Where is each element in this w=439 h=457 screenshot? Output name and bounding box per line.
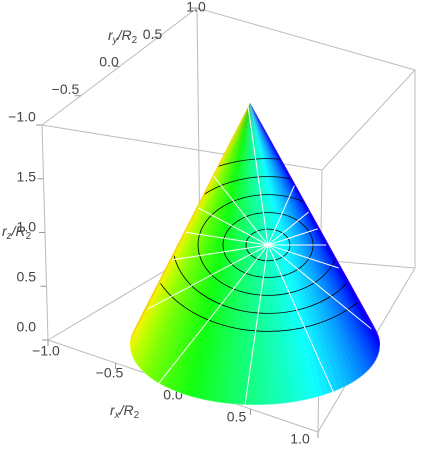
cone-facet: [250, 103, 370, 373]
label-part: x: [114, 410, 121, 421]
cone-facet: [180, 103, 250, 396]
y-tick-label: −1.0: [8, 109, 36, 125]
cone-facet: [250, 103, 367, 376]
cone-facet: [250, 103, 380, 356]
cone-facet: [132, 103, 250, 361]
cone-facet: [250, 103, 275, 405]
cone-facet: [250, 103, 379, 359]
cone-facet: [250, 103, 344, 391]
label-part: 2: [26, 231, 32, 242]
label-part: /R: [119, 402, 134, 418]
cone-facet: [130, 103, 250, 352]
label-part: r: [110, 402, 116, 418]
label-part: r: [2, 223, 8, 239]
axis-over: −1.0−0.50.00.51.00.00.51.01.5rx/R2ry/R2r…: [2, 0, 206, 421]
cone-rim: [129, 344, 381, 406]
mesh-meridian: [267, 244, 380, 387]
label-part: r: [108, 27, 114, 43]
cone-facet: [250, 103, 364, 379]
label-part: 2: [132, 35, 138, 46]
cone-facet: [143, 103, 250, 375]
cone-facet: [202, 103, 250, 402]
cone-facet: [250, 103, 339, 393]
label-part: z: [6, 231, 12, 242]
cone-facet: [250, 103, 353, 386]
cone-facet: [250, 103, 374, 368]
label-part: y: [112, 35, 119, 46]
mesh-meridian: [240, 244, 269, 405]
x-axis-label: rx/R2: [110, 402, 140, 421]
z-tick-label: 0.5: [17, 269, 37, 285]
cone-facet: [137, 103, 250, 370]
cone-facet: [250, 103, 306, 402]
cone-facet: [250, 103, 357, 384]
z-tick-label: 1.0: [17, 219, 37, 235]
cone-facet: [250, 103, 378, 362]
cone-facet: [131, 103, 250, 358]
cone-facet: [215, 103, 250, 403]
x-tick-label: 0.5: [227, 409, 247, 425]
cone-facet: [250, 103, 380, 352]
cone-facet: [170, 103, 250, 392]
label-part: 2: [134, 410, 140, 421]
cone-facet: [153, 103, 250, 383]
cone-facet: [191, 103, 250, 399]
mesh-meridian: [267, 167, 380, 246]
cone-facet: [250, 103, 269, 405]
mesh-meridian: [130, 244, 269, 358]
cone-facet: [208, 103, 250, 403]
mesh-meridian: [137, 244, 269, 405]
cone-facet: [161, 103, 250, 388]
z-axis-label: rz/R2: [2, 223, 32, 242]
axis-under: −1.0−0.50.00.51.0: [32, 340, 319, 447]
y-tick-label: 0.0: [99, 54, 119, 70]
mesh-meridian: [240, 103, 269, 246]
cone-facet: [157, 103, 250, 386]
cone-facet: [175, 103, 250, 394]
cone-facet: [140, 103, 250, 373]
cone-facet: [149, 103, 250, 381]
z-tick-label: 0.0: [17, 319, 37, 335]
label-part: /R: [11, 223, 26, 239]
cone-facet: [221, 103, 250, 404]
cone-facet: [250, 103, 312, 401]
cone-facet: [250, 103, 281, 405]
x-tick-label: −1.0: [32, 343, 60, 359]
mesh-meridian: [267, 244, 380, 323]
cone-facet: [165, 103, 250, 390]
y-tick-label: 0.5: [143, 26, 163, 42]
z-tick-label: 1.5: [17, 169, 37, 185]
y-axis-label: ry/R2: [108, 27, 138, 46]
cone-facet: [250, 103, 334, 394]
x-tick-label: −0.5: [96, 365, 124, 381]
x-tick-label: 1.0: [290, 431, 310, 447]
mesh-meridian: [267, 103, 380, 246]
label-part: /R: [117, 27, 132, 43]
cone-facet: [250, 103, 288, 404]
cone-facet: [250, 103, 300, 403]
cone-facet: [250, 103, 376, 365]
cone-facet: [185, 103, 250, 397]
cone-facet: [250, 103, 360, 381]
cone-facet: [250, 103, 372, 370]
y-tick-label: 1.0: [186, 0, 206, 15]
y-tick-label: −0.5: [52, 81, 80, 97]
